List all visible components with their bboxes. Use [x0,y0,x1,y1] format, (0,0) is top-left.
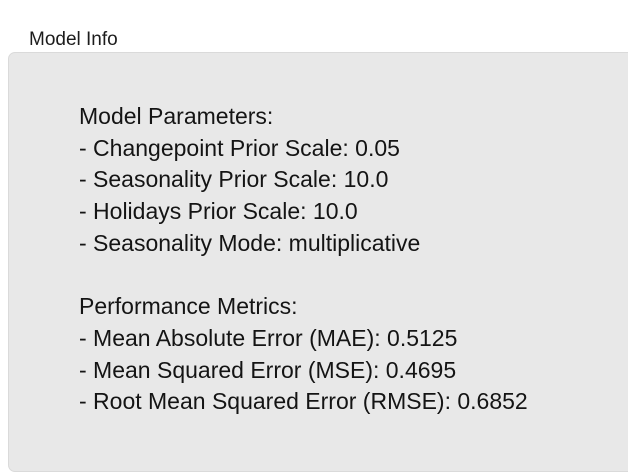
parameter-changepoint-prior-scale: - Changepoint Prior Scale: 0.05 [79,134,400,161]
metric-rmse: - Root Mean Squared Error (RMSE): 0.6852 [79,388,528,415]
parameter-seasonality-mode: - Seasonality Mode: multiplicative [79,229,421,256]
parameters-heading: Model Parameters: [79,103,274,129]
model-info-text: Model Parameters: - Changepoint Prior Sc… [79,101,528,418]
metric-mse: - Mean Squared Error (MSE): 0.4695 [79,356,457,383]
metrics-heading: Performance Metrics: [79,293,298,320]
parameter-seasonality-prior-scale: - Seasonality Prior Scale: 10.0 [79,166,389,193]
parameter-holidays-prior-scale: - Holidays Prior Scale: 10.0 [79,198,358,225]
section-spacer [79,260,528,292]
model-info-panel [8,52,628,472]
model-info-group-title: Model Info [29,29,118,50]
metric-mae: - Mean Absolute Error (MAE): 0.5125 [79,324,458,351]
